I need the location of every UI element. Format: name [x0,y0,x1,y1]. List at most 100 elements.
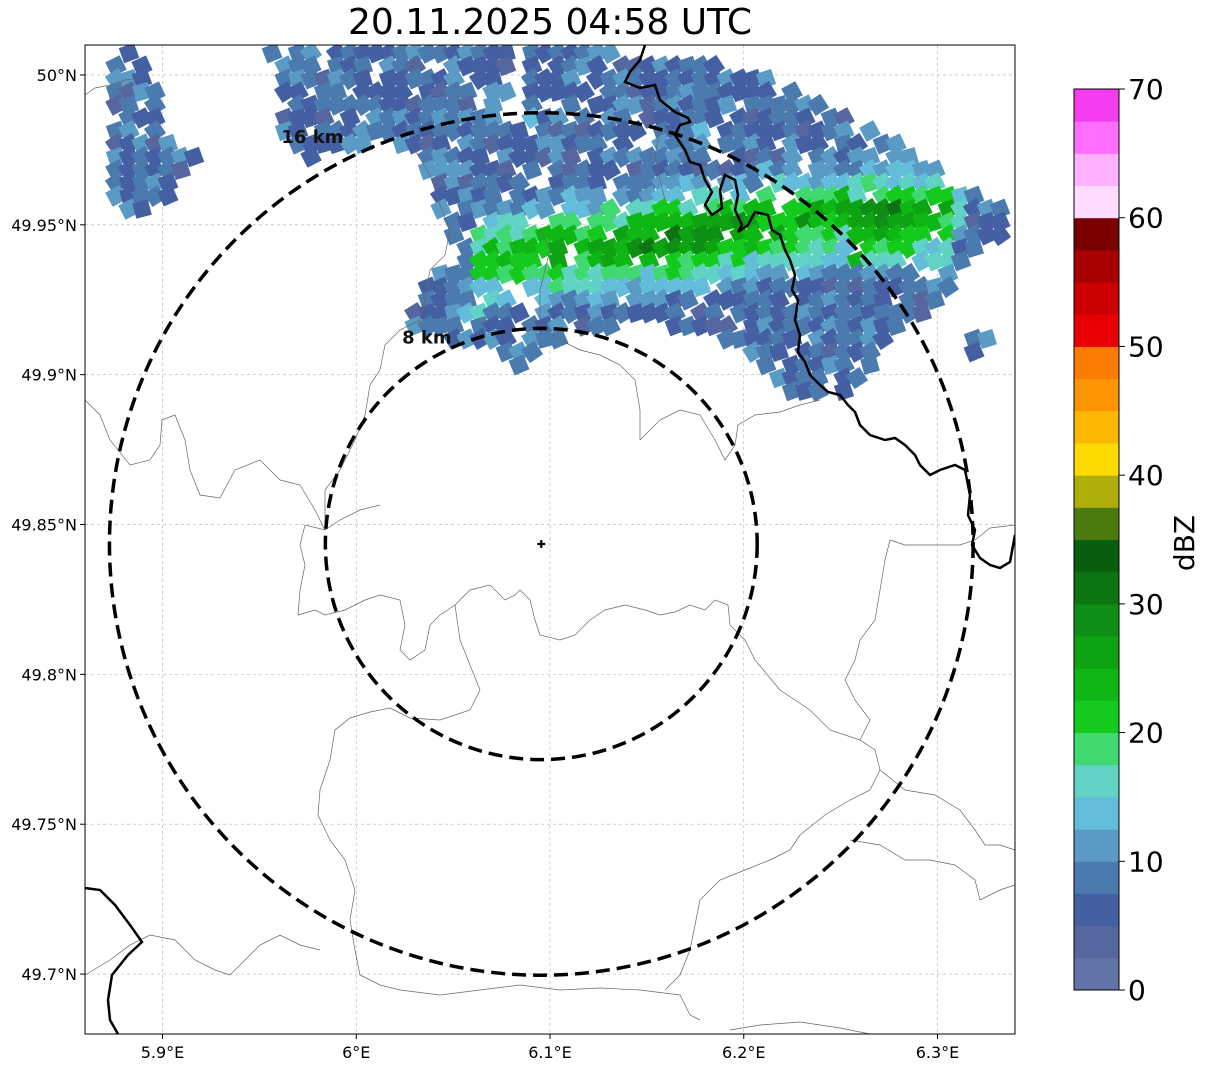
echo-cell [507,171,531,195]
echo-cell [117,132,141,156]
echo-cell [754,327,778,351]
echo-cell [547,185,569,207]
echo-cell [872,133,894,155]
echo-cell [651,133,673,155]
echo-cell [846,198,868,220]
echo-cell [495,302,517,324]
echo-cell [418,82,438,102]
echo-cell [807,315,829,337]
colorbar-bin-12 [1074,571,1119,605]
colorbar-bin-11 [1074,603,1119,637]
colorbar-bin-20 [1074,314,1119,347]
echo-cell [131,133,153,155]
echo-cell [703,159,725,181]
echo-cell [547,211,569,233]
admin-boundary-5 [85,934,321,976]
echo-cell [508,302,530,324]
echo-cell [404,315,426,337]
echo-cell [780,145,804,169]
echo-cell [677,55,699,77]
echo-cell [521,94,543,116]
colorbar-label: dBZ [1168,515,1201,571]
echo-cell [832,210,856,234]
echo-cell [132,199,152,219]
echo-cell [703,289,725,311]
colorbar-bin-15 [1074,475,1119,508]
echo-cell [417,45,439,64]
echo-cell [378,120,400,142]
echo-cell [637,171,661,195]
echo-cell [664,94,686,116]
echo-cell [495,341,517,363]
echo-cell [611,145,635,169]
echo-cell [651,237,673,259]
colorbar-bin-25 [1074,153,1119,187]
echo-cell [534,198,556,220]
echo-cell [650,275,674,299]
echo-cell [468,249,492,273]
echo-cell [599,94,621,116]
echo-cell [871,184,895,208]
echo-cell [807,224,829,246]
colorbar-bin-22 [1074,249,1119,283]
echo-cell [391,107,413,129]
echo-cell [521,250,543,272]
colorbar-bin-1 [1074,925,1119,959]
colorbar-tick-label-7: 70 [1128,73,1164,106]
echo-cell [585,67,609,91]
echo-cell [716,68,738,90]
lat-tick-label-3: 49.85°N [11,516,77,535]
echo-cell [833,263,855,285]
echo-cell [143,184,167,208]
echo-cell [586,198,608,220]
echo-cell [118,146,140,168]
echo-cell [950,250,972,272]
echo-cell [625,237,647,259]
echo-cell [937,211,959,233]
echo-cell [702,54,726,78]
echo-cell [378,81,400,103]
radar-site-marker [537,539,546,548]
echo-cell [677,198,699,220]
lat-tick-label-4: 49.8°N [21,665,77,684]
echo-cell [611,119,635,143]
echo-cell [884,171,908,195]
echo-cell [638,224,660,246]
echo-cell [534,146,556,168]
echo-cell [715,158,739,182]
echo-cell [443,315,465,337]
echo-cell [612,276,634,298]
echo-cell [482,107,504,129]
echo-cell [534,224,556,246]
admin-boundary-8 [844,524,1015,741]
echo-cell [897,275,921,299]
echo-cell [768,146,790,168]
echo-cell [845,132,869,156]
echo-cell [599,120,621,142]
echo-cell [403,54,427,78]
echo-cell [364,80,388,104]
colorbar-tick-label-2: 20 [1128,717,1164,750]
echo-cell [807,380,829,402]
colorbar: 0 10 20 30 40 50 60 70 [1073,73,1164,1007]
echo-cell [911,237,933,259]
echo-cell [769,95,789,115]
colorbar-tick-label-3: 30 [1128,588,1164,621]
echo-cell [911,172,933,194]
echo-cell [495,289,517,311]
echo-cell [520,340,544,364]
echo-cell [820,276,842,298]
echo-cell [820,250,842,272]
echo-cell [351,93,375,117]
echo-cell [482,289,504,311]
echo-cell [143,93,167,117]
colorbar-tick-label-4: 40 [1128,459,1164,492]
echo-cell [989,211,1011,233]
echo-cell [495,263,517,285]
echo-cell [742,341,764,363]
echo-cell [872,159,894,181]
echo-cell [105,55,127,77]
echo-cell [105,159,127,181]
echo-cell [781,328,803,350]
